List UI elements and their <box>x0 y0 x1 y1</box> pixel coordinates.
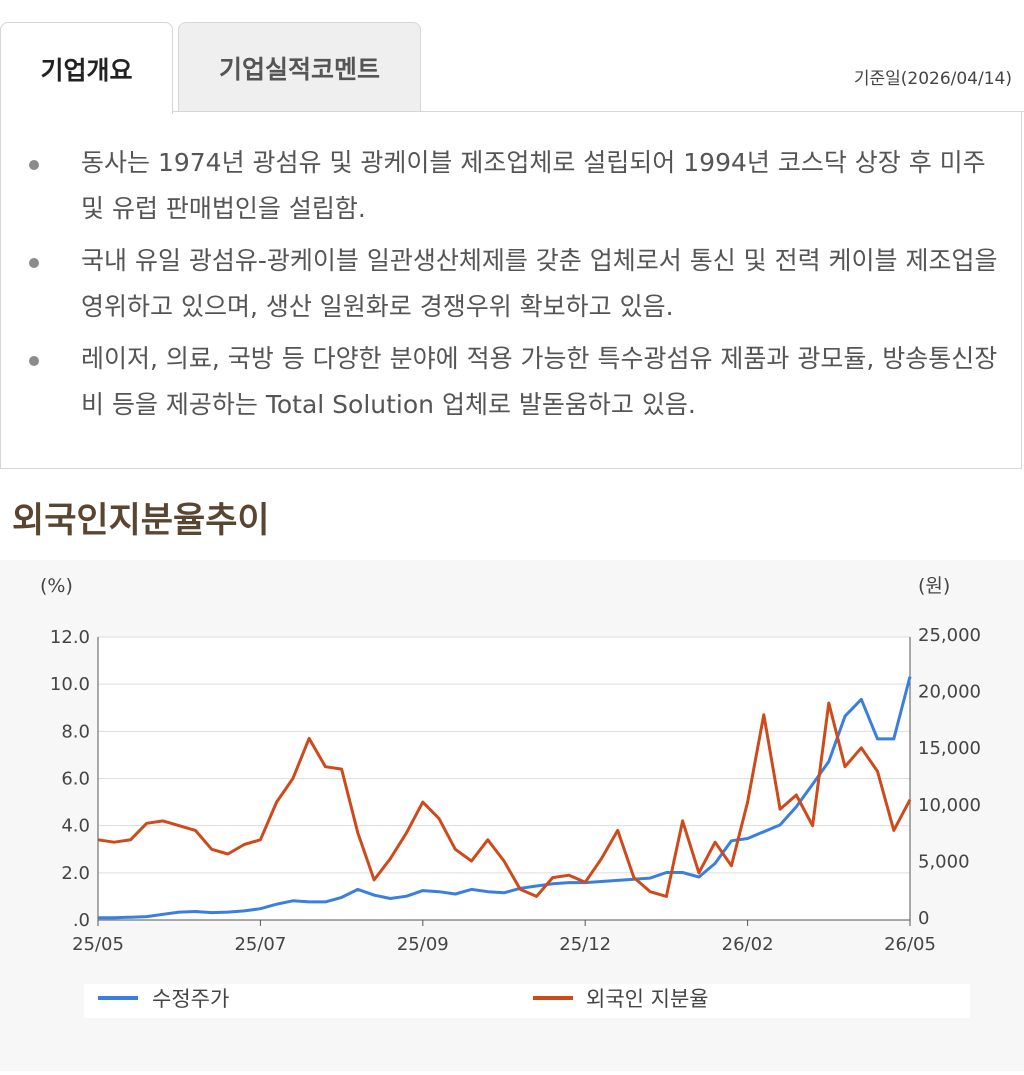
legend-price-label: 수정주가 <box>152 987 229 1011</box>
legend-foreign-label: 외국인 지분율 <box>586 987 709 1011</box>
price-series-line <box>98 676 912 920</box>
x-tick-label: 25/07 <box>234 934 286 955</box>
right-tick-label: 15,000 <box>918 738 981 759</box>
base-date: 기준일(2026/04/14) <box>853 69 1012 89</box>
right-tick-label: 10,000 <box>918 795 981 816</box>
left-tick-label: 4.0 <box>61 816 90 837</box>
overview-item: 동사는 1974년 광섬유 및 광케이블 제조업체로 설립되어 1994년 코스… <box>29 140 1011 232</box>
right-tick-label: 5,000 <box>918 851 970 872</box>
overview-item: 레이저, 의료, 국방 등 다양한 분야에 적용 가능한 특수광섬유 제품과 광… <box>29 336 1011 428</box>
series-lines <box>97 676 912 920</box>
x-tick-label: 25/12 <box>559 934 611 955</box>
x-tick-label: 25/05 <box>72 934 124 955</box>
foreign-ownership-chart: (%) (원) 12.0 10.0 8.0 6.0 4.0 2.0 .0 25,000 20,… <box>0 560 1024 1071</box>
left-axis-ticks: 12.0 10.0 8.0 6.0 4.0 2.0 .0 <box>50 627 90 931</box>
x-tick-label: 26/02 <box>722 934 774 955</box>
right-axis-ticks: 25,000 20,000 15,000 10,000 5,000 0 <box>918 625 981 929</box>
company-overview-panel: 동사는 1974년 광섬유 및 광케이블 제조업체로 설립되어 1994년 코스… <box>0 112 1022 469</box>
tab-bar: 기업개요 기업실적코멘트 기준일(2026/04/14) <box>0 0 1024 114</box>
x-tick-label: 26/05 <box>884 934 936 955</box>
left-tick-label: .0 <box>73 910 90 931</box>
overview-item: 국내 유일 광섬유-광케이블 일관생산체제를 갖춘 업체로서 통신 및 전력 케… <box>29 238 1011 330</box>
left-tick-label: 12.0 <box>50 627 90 648</box>
x-axis-ticks: 25/05 25/07 25/09 25/12 26/02 26/05 <box>72 920 936 955</box>
chart-svg: (%) (원) 12.0 10.0 8.0 6.0 4.0 2.0 .0 25,000 20,… <box>40 575 981 1018</box>
tab-divider <box>173 111 1024 112</box>
left-tick-label: 8.0 <box>61 721 90 742</box>
tab-company-overview[interactable]: 기업개요 <box>0 22 173 114</box>
section-title: 외국인지분율추이 <box>12 501 270 541</box>
legend-box <box>84 984 970 1018</box>
left-tick-label: 2.0 <box>61 863 90 884</box>
left-axis-unit: (%) <box>40 575 73 597</box>
right-tick-label: 0 <box>918 908 929 929</box>
right-axis-unit: (원) <box>918 575 950 597</box>
x-tick-label: 25/09 <box>397 934 449 955</box>
right-tick-label: 25,000 <box>918 625 981 646</box>
tab-earnings-comment[interactable]: 기업실적코멘트 <box>178 22 421 112</box>
right-tick-label: 20,000 <box>918 682 981 703</box>
left-tick-label: 6.0 <box>61 769 90 790</box>
left-tick-label: 10.0 <box>50 674 90 695</box>
foreign-ownership-series-line <box>97 701 912 898</box>
